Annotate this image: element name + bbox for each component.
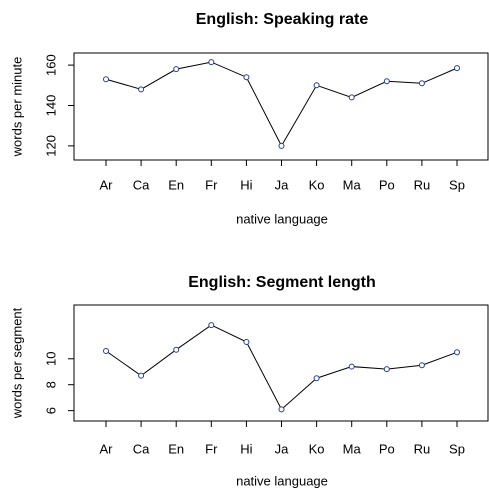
x-tick-label: Ca (133, 177, 150, 192)
x-tick-label: Ru (414, 177, 431, 192)
data-point (454, 65, 460, 72)
data-point (243, 338, 250, 345)
data-point (278, 142, 285, 149)
x-tick-label: Ko (309, 441, 325, 456)
x-axis-label: native language (236, 211, 328, 226)
data-point (348, 363, 355, 370)
data-point (103, 76, 109, 83)
data-line (105, 324, 458, 411)
data-point (418, 362, 425, 369)
data-point (418, 80, 425, 87)
x-tick-label: Ca (133, 441, 150, 456)
data-point (348, 94, 355, 101)
x-tick-label: Sp (449, 441, 465, 456)
x-tick-label: Po (379, 177, 395, 192)
data-point (243, 74, 250, 81)
y-axis-label: words per segment (9, 307, 24, 419)
data-point (313, 375, 320, 382)
x-tick-label: En (168, 177, 184, 192)
data-point (278, 406, 285, 413)
x-tick-label: Po (379, 441, 395, 456)
x-axis-label: native language (236, 473, 328, 488)
x-tick-label: Ja (275, 177, 290, 192)
x-tick-label: Fr (205, 441, 218, 456)
y-tick-label: 10 (43, 352, 58, 366)
data-point (208, 322, 215, 329)
data-point (173, 66, 180, 73)
y-tick-label: 160 (43, 54, 58, 76)
data-point (138, 86, 145, 93)
x-tick-label: Ko (309, 177, 325, 192)
plot-frame (73, 304, 489, 422)
x-tick-label: Sp (449, 177, 465, 192)
x-tick-label: Hi (240, 441, 252, 456)
x-tick-label: Ma (343, 177, 362, 192)
y-axis-label: words per minute (9, 57, 24, 158)
data-point (173, 346, 180, 353)
x-tick-label: Ma (343, 441, 362, 456)
data-point (208, 59, 215, 66)
data-point (454, 349, 460, 356)
x-tick-label: Fr (205, 177, 218, 192)
chart-title: English: Segment length (188, 274, 376, 291)
chart-title: English: Speaking rate (196, 11, 369, 28)
x-tick-label: Ja (275, 441, 290, 456)
data-point (383, 78, 390, 85)
x-tick-label: Ar (100, 441, 114, 456)
y-tick-label: 120 (43, 135, 58, 157)
x-tick-label: Hi (240, 177, 252, 192)
y-tick-label: 140 (43, 95, 58, 117)
y-tick-label: 8 (43, 381, 58, 388)
data-point (383, 366, 390, 373)
data-line (105, 61, 458, 147)
data-point (103, 348, 109, 355)
data-point (138, 372, 145, 379)
y-tick-label: 6 (43, 407, 58, 414)
x-tick-label: Ar (100, 177, 114, 192)
x-tick-label: En (168, 441, 184, 456)
data-point (313, 82, 320, 89)
x-tick-label: Ru (414, 441, 431, 456)
